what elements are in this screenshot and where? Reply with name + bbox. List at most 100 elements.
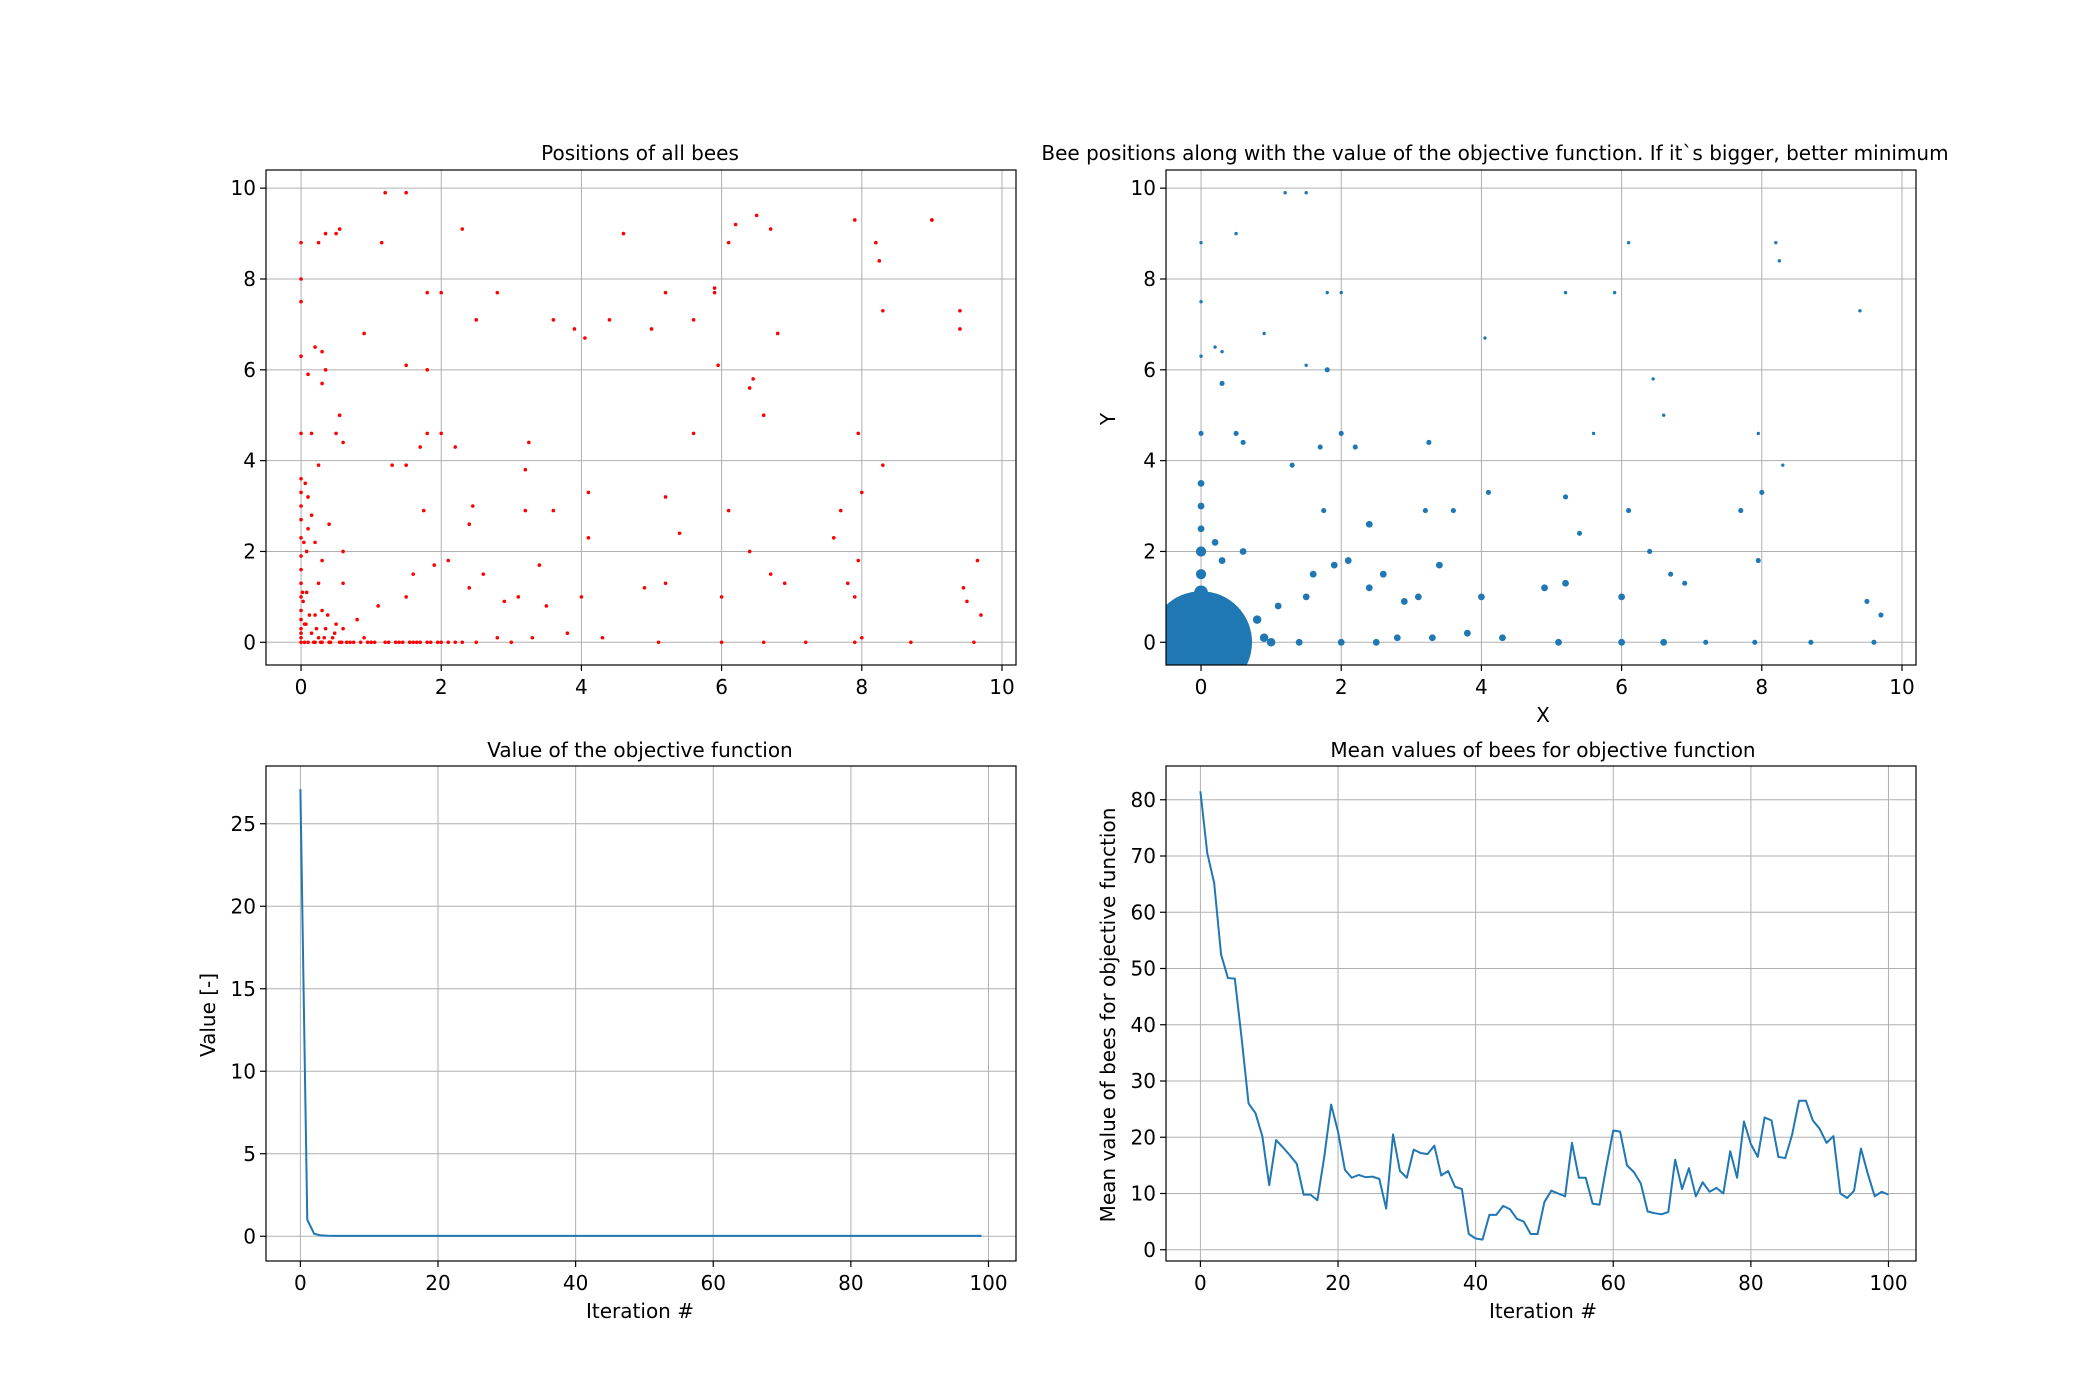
scatter-point (621, 231, 626, 236)
scatter-point (303, 481, 308, 486)
scatter-point (400, 640, 405, 645)
scatter-point (306, 640, 310, 645)
y-tick-label: 25 (231, 812, 256, 836)
ticks: 0 20 40 60 80 100 0 5 10 15 20 25 (231, 812, 1008, 1295)
scatter-point (1239, 548, 1247, 555)
scatter-point (600, 635, 605, 640)
y-tick-label: 5 (243, 1142, 256, 1166)
scatter-point (1651, 377, 1655, 381)
scatter-point (761, 413, 766, 418)
gridlines (1166, 766, 1916, 1261)
series-line (1199, 791, 1889, 1241)
scatter-point (909, 640, 913, 645)
scatter-point (838, 508, 843, 513)
scatter-point (474, 640, 479, 645)
scatter-point (677, 531, 682, 536)
scatter-point (1352, 444, 1358, 450)
scatter-point (439, 290, 444, 295)
scatter-point (299, 240, 303, 245)
scatter-point (309, 513, 314, 517)
scatter-point (425, 290, 430, 295)
scatter-point (1414, 593, 1422, 601)
scatter-point (1426, 439, 1432, 446)
scatter-point (318, 640, 323, 645)
scatter-point (1344, 557, 1352, 564)
scatter-point (1464, 629, 1471, 637)
chart-title: Bee positions along with the value of th… (1041, 141, 1948, 165)
axes-frame (1165, 169, 1917, 666)
scatter-point (1372, 638, 1380, 646)
scatter-point (1194, 585, 1208, 600)
scatter-point (1211, 538, 1219, 546)
scatter-point (467, 522, 472, 527)
scatter-point (881, 463, 885, 467)
scatter-point (1309, 570, 1317, 578)
scatter-point (306, 526, 310, 531)
scatter-point (299, 277, 303, 281)
scatter-point (467, 585, 472, 590)
scatter-point (1238, 624, 1248, 633)
scatter-point (304, 622, 308, 626)
y-tick-label: 2 (1143, 539, 1156, 563)
y-axis-label: Y (1096, 412, 1120, 426)
y-tick-label: 8 (243, 267, 256, 291)
scatter-point (1197, 479, 1205, 487)
scatter-point (299, 554, 303, 558)
x-tick-label: 40 (563, 1271, 588, 1295)
scatter-point (1682, 580, 1688, 586)
scatter-point (481, 572, 486, 576)
y-tick-label: 20 (231, 894, 256, 918)
plot-area (1166, 191, 1884, 665)
scatter-point (874, 240, 878, 245)
scatter-point (856, 558, 861, 563)
y-tick-label: 10 (231, 176, 256, 200)
x-tick-label: 6 (1615, 675, 1628, 699)
scatter-point (316, 635, 321, 640)
scatter-point (586, 490, 591, 495)
scatter-point (1752, 639, 1758, 645)
scatter-point (428, 640, 433, 645)
scatter-point (314, 626, 319, 631)
scatter-point (299, 299, 303, 304)
plot-area (299, 789, 982, 1237)
scatter-point (1223, 637, 1235, 648)
scatter-point (768, 572, 773, 576)
scatter-point (304, 549, 309, 554)
scatter-point (1626, 508, 1632, 514)
scatter-point (404, 363, 408, 368)
scatter-point (1478, 593, 1485, 601)
x-tick-label: 0 (1195, 675, 1208, 699)
x-tick-label: 80 (838, 1271, 863, 1295)
x-tick-label: 10 (989, 675, 1014, 699)
y-tick-label: 4 (1143, 449, 1156, 473)
scatter-point (1759, 489, 1765, 495)
scatter-point (316, 240, 321, 245)
scatter-point (537, 563, 542, 567)
scatter-point (1365, 584, 1373, 592)
scatter-point (1199, 354, 1203, 358)
scatter-point (1330, 561, 1338, 569)
scatter-point (309, 431, 314, 436)
scatter-point (1337, 638, 1345, 646)
scatter-point (712, 290, 717, 295)
scatter-point (334, 622, 338, 626)
scatter-point (1199, 240, 1203, 245)
scatter-point (334, 431, 338, 436)
scatter-point (1428, 634, 1436, 642)
scatter-point (649, 327, 654, 331)
scatter-point (551, 318, 556, 322)
scatter-point (712, 286, 717, 290)
scatter-point (859, 635, 864, 640)
scatter-point (881, 308, 885, 313)
scatter-point (852, 595, 857, 599)
scatter-point (747, 386, 752, 390)
scatter-point (446, 640, 451, 645)
gridlines (266, 766, 1016, 1261)
scatter-point (930, 218, 934, 222)
plot-area (1199, 791, 1889, 1241)
scatter-point (404, 463, 408, 467)
x-tick-label: 2 (1335, 675, 1348, 699)
scatter-point (299, 490, 303, 495)
scatter-point (1339, 290, 1343, 295)
scatter-point (1219, 380, 1225, 386)
